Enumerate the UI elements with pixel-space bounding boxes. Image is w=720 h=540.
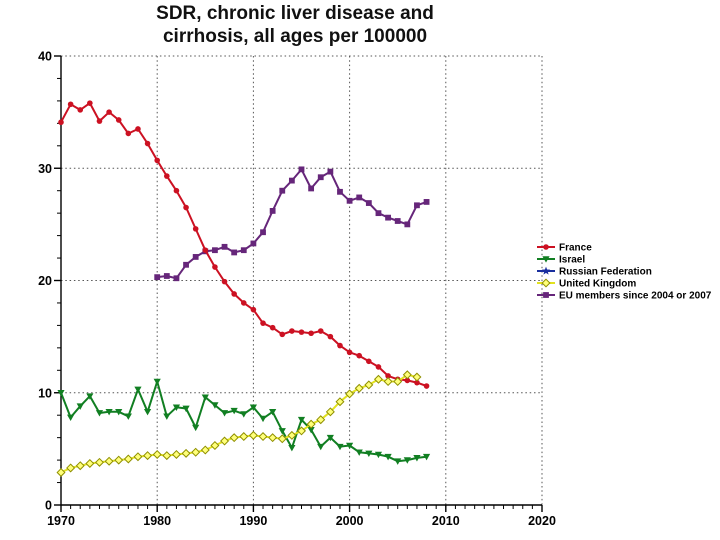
x-tick-label: 2020 [528,514,556,528]
legend-entry-france: France [537,243,592,254]
x-tick-label: 2010 [432,514,460,528]
chart-title-line-1: SDR, chronic liver disease and [156,3,434,24]
y-tick-label: 10 [38,386,52,400]
y-tick-label: 30 [38,162,52,176]
y-tick-label: 40 [38,50,52,64]
legend-label: EU members since 2004 or 2007 [559,291,712,302]
series-israel [57,378,431,465]
x-tick-label: 1980 [143,514,171,528]
x-tick-label: 2000 [336,514,364,528]
legend-label: France [559,243,592,254]
legend-entry-eu-members-since-2004-or-2007: EU members since 2004 or 2007 [537,291,712,302]
x-axis: 1970 1980 1990 2000 2010 2020 [47,505,556,528]
y-tick-label: 20 [38,274,52,288]
y-axis: 0 10 20 30 40 [38,50,61,513]
legend-label: Russian Federation [559,267,652,278]
chart-title: SDR, chronic liver disease and cirrhosis… [60,2,530,48]
gridlines [61,55,543,505]
legend-label: United Kingdom [559,279,636,290]
x-tick-label: 1990 [239,514,267,528]
series-eu-members-since-2004-or-2007 [154,166,430,282]
legend-entry-united-kingdom: United Kingdom [537,278,636,290]
series-united-kingdom [56,370,422,477]
legend-label: Israel [559,255,585,266]
legend-entry-israel: Israel [537,255,585,266]
legend-entry-russian-federation: Russian Federation [537,266,652,278]
chart-title-line-2: cirrhosis, all ages per 100000 [162,26,428,47]
y-tick-label: 0 [45,499,52,513]
series-france [58,100,430,389]
x-tick-label: 1970 [47,514,75,528]
